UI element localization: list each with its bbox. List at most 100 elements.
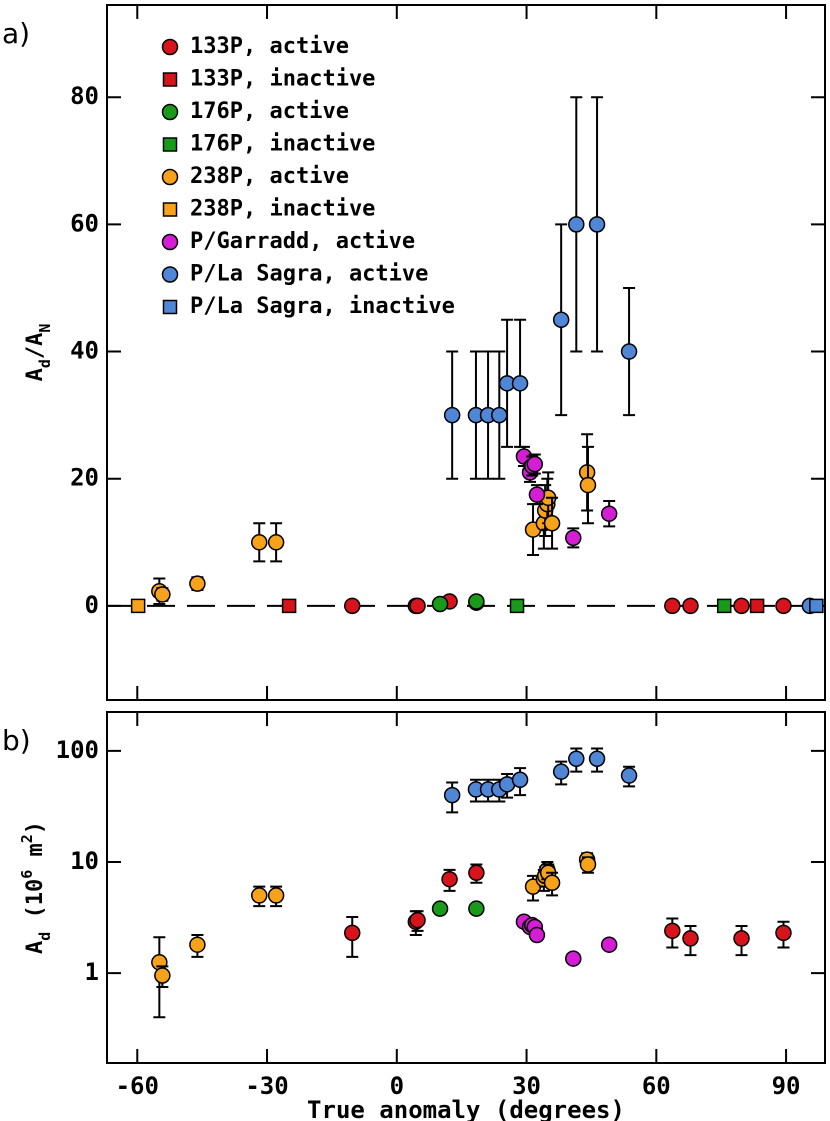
circle-marker	[552, 311, 570, 329]
circle-marker	[154, 586, 171, 603]
circle-marker	[251, 534, 268, 551]
circle-marker	[189, 575, 206, 592]
circle-marker	[620, 343, 638, 360]
circle-marker	[468, 864, 485, 881]
y-axis-label-part: d	[36, 932, 54, 941]
circle-marker	[528, 486, 546, 503]
y-axis-label-part: 6	[18, 870, 36, 879]
circle-marker	[343, 597, 361, 615]
x-tick-label: 0	[390, 1072, 404, 1100]
square-marker	[509, 598, 525, 614]
legend-marker	[162, 137, 178, 152]
x-tick-label: -30	[245, 1072, 288, 1100]
legend-label: P/La Sagra, active	[190, 262, 428, 287]
legend-label: 133P, inactive	[190, 67, 375, 92]
x-axis-label: True anomaly (degrees)	[307, 1096, 625, 1121]
circle-marker	[443, 406, 461, 424]
circle-marker	[526, 455, 544, 473]
circle-marker	[511, 375, 529, 392]
y-tick-label: 40	[70, 337, 99, 365]
circle-marker	[664, 922, 681, 940]
y-axis-label-part: /A	[23, 333, 48, 360]
x-tick-label: 60	[642, 1072, 671, 1100]
legend-marker	[161, 103, 179, 121]
circle-marker	[267, 534, 285, 551]
circle-marker	[511, 771, 529, 788]
circle-marker	[431, 595, 449, 613]
circle-marker	[600, 505, 618, 522]
circle-marker	[251, 887, 268, 904]
x-tick-label: 90	[772, 1072, 801, 1100]
y-tick-label: 100	[56, 736, 99, 764]
y-axis-label-part: N	[36, 324, 54, 333]
y-axis-label-part: )	[23, 821, 48, 834]
y-axis-label-part: A	[23, 941, 48, 954]
circle-marker	[528, 926, 546, 944]
legend-label: 176P, active	[190, 99, 349, 124]
plot-frame	[106, 711, 826, 1064]
y-axis-label: Ad (106 m2)	[18, 821, 54, 954]
x-tick-label: -60	[116, 1072, 159, 1100]
circle-marker	[682, 930, 699, 947]
circle-marker	[775, 597, 792, 615]
circle-marker	[552, 763, 570, 780]
y-axis-label-part: d	[36, 359, 54, 368]
legend-label: P/Garradd, active	[190, 229, 415, 254]
circle-marker	[468, 593, 485, 610]
circle-marker	[733, 597, 750, 615]
circle-marker	[775, 924, 792, 942]
legend-label: 238P, inactive	[190, 197, 375, 222]
legend-label: 238P, active	[190, 164, 349, 189]
y-axis-label-part: 2	[18, 834, 36, 843]
y-tick-label: 60	[70, 209, 99, 237]
circle-marker	[543, 514, 561, 532]
circle-marker	[588, 216, 606, 233]
circle-marker	[151, 954, 168, 971]
legend-marker	[161, 266, 179, 283]
circle-marker	[189, 936, 206, 953]
legend-label: 176P, inactive	[190, 132, 375, 157]
square-marker	[716, 598, 732, 614]
square-marker	[281, 598, 297, 614]
legend-marker	[161, 168, 179, 186]
circle-marker	[579, 476, 597, 494]
circle-marker	[409, 597, 426, 615]
circle-marker	[443, 786, 461, 804]
circle-marker	[733, 930, 750, 947]
circle-marker	[409, 911, 426, 929]
circle-marker	[267, 887, 285, 904]
legend-marker	[162, 202, 178, 217]
circle-marker	[468, 900, 485, 917]
circle-marker	[565, 529, 582, 547]
y-axis-label: Ad/AN	[23, 324, 54, 382]
circle-marker	[568, 216, 585, 233]
y-tick-label: 20	[70, 464, 99, 492]
circle-marker	[543, 874, 561, 892]
y-axis-label-part: A	[23, 368, 48, 381]
circle-marker	[664, 597, 681, 615]
y-tick-label: 1	[85, 958, 99, 986]
y-tick-label: 80	[70, 82, 99, 110]
y-axis-label-part: (10	[23, 879, 48, 932]
y-tick-label: 0	[85, 591, 99, 619]
circle-marker	[620, 767, 638, 784]
x-tick-label: 30	[512, 1072, 541, 1100]
square-marker	[130, 598, 146, 614]
legend-marker	[162, 72, 178, 87]
circle-marker	[565, 950, 582, 967]
legend-marker	[161, 38, 179, 56]
circle-marker	[600, 936, 618, 953]
panel-label: a)	[2, 17, 30, 50]
circle-marker	[491, 406, 508, 424]
legend-marker	[162, 299, 178, 315]
legend-label: P/La Sagra, inactive	[190, 294, 455, 319]
circle-marker	[343, 924, 361, 942]
legend-marker	[161, 233, 179, 251]
y-tick-label: 10	[70, 847, 99, 875]
square-marker	[749, 598, 765, 614]
square-marker	[809, 598, 824, 614]
circle-marker	[588, 750, 606, 767]
circle-marker	[579, 856, 597, 873]
circle-marker	[431, 900, 449, 917]
